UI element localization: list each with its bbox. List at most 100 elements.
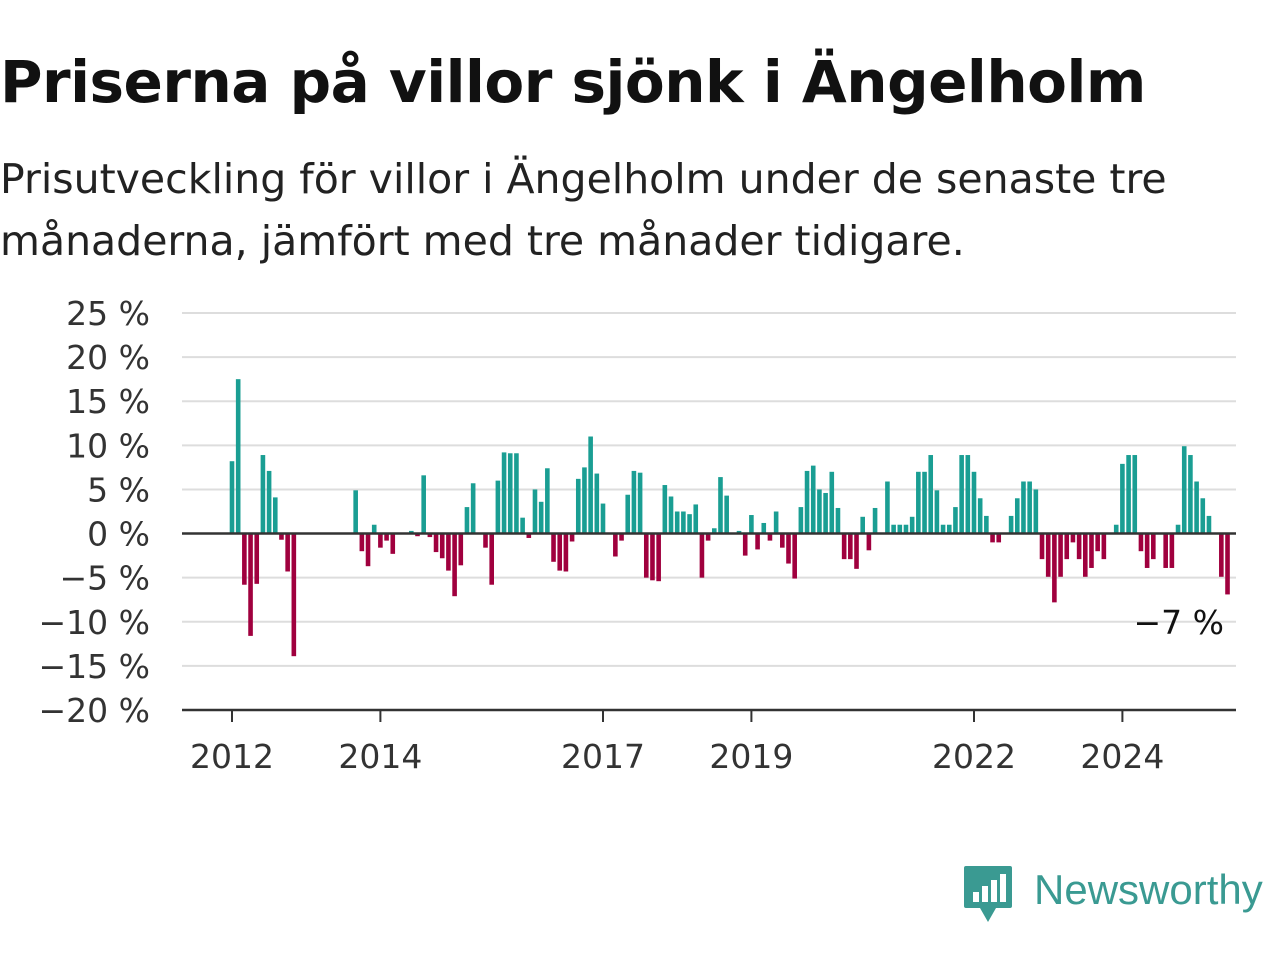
y-tick-label: 15 % (66, 382, 150, 421)
bar (359, 533, 365, 552)
bar (242, 533, 247, 585)
bar (1194, 481, 1199, 534)
bar (798, 507, 804, 534)
bar (668, 496, 674, 534)
axis-labels: −20 % −15 % −10 % −5 % 0 % 5 % 10 % 15 % 20 % 25 … (39, 294, 1225, 776)
bar (600, 503, 606, 534)
bar (526, 533, 532, 538)
bar (1113, 524, 1119, 534)
bar (693, 504, 699, 534)
y-tick-label: 20 % (66, 338, 150, 377)
bar (990, 533, 995, 543)
axes (182, 532, 1236, 722)
bar (1052, 533, 1057, 603)
bar (854, 533, 859, 569)
bar (810, 465, 816, 534)
bar (903, 524, 909, 534)
bar (1045, 533, 1051, 577)
bar (439, 533, 445, 559)
bar (470, 483, 476, 534)
brand-name: Newsworthy (1034, 866, 1263, 913)
bar (254, 533, 260, 584)
bar (934, 490, 940, 534)
bar (761, 522, 767, 534)
bar (996, 533, 1002, 543)
bar (829, 471, 835, 534)
bar (656, 533, 661, 582)
bar (483, 533, 488, 548)
bar-series (229, 379, 1230, 657)
bar (916, 471, 921, 534)
bar (378, 533, 383, 548)
bar (371, 524, 377, 534)
bar (1200, 498, 1206, 534)
bar (792, 533, 797, 579)
bar (631, 470, 637, 534)
bar (705, 533, 711, 541)
bar (718, 477, 723, 534)
bar (817, 489, 822, 534)
newsworthy-brand: Newsworthy (962, 864, 1278, 928)
bar (1181, 446, 1187, 534)
bar (507, 453, 513, 534)
x-tick-label: 2022 (932, 737, 1016, 776)
bar (922, 471, 927, 534)
x-tick-label: 2019 (709, 737, 793, 776)
bar (1120, 463, 1125, 534)
bar (786, 533, 791, 564)
bar (1033, 489, 1039, 534)
bar (409, 530, 414, 534)
y-tick-label: −15 % (39, 647, 151, 686)
x-tick-label: 2012 (190, 737, 274, 776)
bar (1064, 533, 1070, 560)
bar (421, 475, 426, 534)
bar (1070, 533, 1076, 543)
bar (724, 495, 729, 534)
bar (415, 533, 420, 537)
chart-title: Priserna på villor sjönk i Ängelholm (0, 48, 1146, 116)
bar (1138, 533, 1144, 552)
grid-lines (182, 312, 1236, 711)
y-tick-label: 10 % (66, 426, 150, 465)
bar (1089, 533, 1094, 568)
bar (643, 533, 649, 578)
bar (520, 517, 525, 534)
bar (1076, 533, 1082, 560)
bar (1188, 455, 1193, 534)
bar (569, 533, 575, 542)
bar (885, 481, 890, 534)
bar (514, 453, 519, 534)
bar (1095, 533, 1100, 552)
bar (1151, 533, 1156, 560)
bar (1021, 481, 1026, 534)
bar (229, 461, 235, 534)
bar (458, 533, 464, 566)
bar (1175, 524, 1181, 534)
bar (464, 507, 470, 534)
bar (1027, 481, 1032, 534)
bar (235, 379, 241, 534)
bar (804, 470, 810, 534)
bar (909, 516, 915, 534)
bar (681, 511, 686, 534)
bar (1163, 533, 1168, 568)
bar (971, 471, 977, 534)
bar (1132, 455, 1138, 534)
bar (699, 533, 705, 578)
bar (848, 533, 853, 560)
bar (551, 533, 556, 562)
bar (946, 524, 952, 534)
bar (953, 507, 958, 534)
bar (650, 533, 655, 581)
bar (736, 530, 742, 534)
bar (637, 472, 643, 534)
bar (860, 516, 865, 534)
bar (557, 533, 563, 571)
bar (977, 498, 983, 534)
bar (712, 528, 717, 534)
bar (365, 533, 371, 567)
bar (1058, 533, 1063, 577)
bar (755, 533, 760, 550)
bar (427, 533, 433, 538)
chart-subtitle: Prisutveckling för villor i Ängelholm un… (0, 155, 1167, 265)
